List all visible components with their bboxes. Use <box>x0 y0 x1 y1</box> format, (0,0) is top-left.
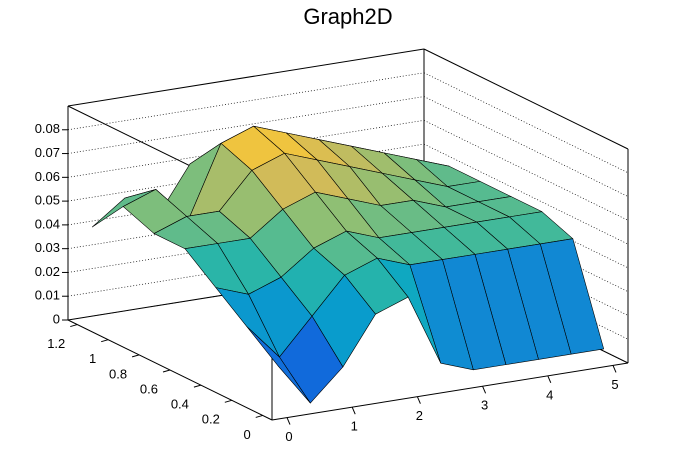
x-tick <box>612 365 617 373</box>
z-tick-label: 0.03 <box>35 240 60 255</box>
y-tick <box>70 324 78 328</box>
grid-line <box>67 72 425 131</box>
x-tick-label: 5 <box>611 377 618 392</box>
y-tick <box>255 414 263 418</box>
x-tick <box>547 375 552 384</box>
z-tick-label: 0.07 <box>35 145 60 160</box>
chart-title: Graph2D <box>303 4 392 29</box>
y-tick-label: 0.6 <box>140 381 158 396</box>
x-tick-label: 3 <box>481 398 488 413</box>
frame-edge <box>271 362 629 421</box>
y-tick <box>193 384 202 388</box>
z-tick-label: 0.06 <box>35 169 60 184</box>
grid-line <box>423 215 629 316</box>
y-tick-label: 1 <box>89 351 96 366</box>
grid-line <box>423 96 629 197</box>
x-tick <box>286 417 291 425</box>
x-tick-label: 4 <box>546 387 553 402</box>
y-tick-label: 0.8 <box>109 366 127 381</box>
z-tick-label: 0.08 <box>35 121 60 136</box>
grid-line <box>423 72 629 174</box>
z-tick-label: 0.05 <box>35 193 60 208</box>
y-tick <box>162 369 171 373</box>
frame-edge <box>423 48 629 150</box>
x-tick-label: 1 <box>351 419 358 434</box>
y-tick-label: 0.4 <box>171 397 189 412</box>
grid-line <box>423 167 629 269</box>
y-tick-label: 0.2 <box>202 412 220 427</box>
frame-edge <box>67 48 425 107</box>
grid-line <box>423 120 629 221</box>
y-tick <box>224 399 232 403</box>
x-tick-label: 0 <box>285 429 292 444</box>
grid-line <box>423 191 629 292</box>
z-tick-label: 0 <box>53 311 60 326</box>
y-tick <box>101 339 109 343</box>
y-tick-label: 1.2 <box>47 336 65 351</box>
x-tick <box>482 386 487 394</box>
z-tick-label: 0.01 <box>35 288 60 303</box>
grid-line <box>67 96 425 154</box>
z-tick-label: 0.02 <box>35 264 60 279</box>
grid-line <box>423 143 629 245</box>
surface-cell <box>246 326 311 404</box>
z-tick-label: 0.04 <box>35 216 60 231</box>
x-tick-label: 2 <box>416 408 423 423</box>
y-tick <box>131 354 140 358</box>
y-tick-label: 0 <box>243 427 250 442</box>
x-tick <box>416 396 421 404</box>
x-tick <box>351 406 356 415</box>
